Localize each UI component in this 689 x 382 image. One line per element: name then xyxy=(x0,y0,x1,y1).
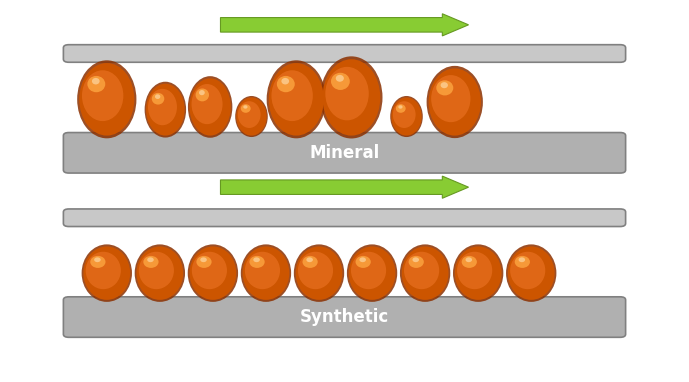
Ellipse shape xyxy=(82,70,123,121)
Ellipse shape xyxy=(243,105,247,108)
Ellipse shape xyxy=(240,244,291,302)
Ellipse shape xyxy=(393,101,415,128)
Ellipse shape xyxy=(90,256,105,268)
Ellipse shape xyxy=(240,104,251,113)
Ellipse shape xyxy=(356,256,371,268)
Ellipse shape xyxy=(325,67,369,120)
Ellipse shape xyxy=(145,82,186,138)
Ellipse shape xyxy=(455,246,502,300)
Ellipse shape xyxy=(349,246,395,300)
Ellipse shape xyxy=(398,105,402,108)
Ellipse shape xyxy=(409,256,424,268)
Ellipse shape xyxy=(402,246,449,300)
Ellipse shape xyxy=(277,76,295,92)
Ellipse shape xyxy=(510,252,545,289)
Ellipse shape xyxy=(83,246,130,300)
Ellipse shape xyxy=(94,257,101,262)
Ellipse shape xyxy=(506,244,557,302)
Ellipse shape xyxy=(85,252,121,289)
Ellipse shape xyxy=(134,244,185,302)
Ellipse shape xyxy=(331,73,350,90)
Ellipse shape xyxy=(200,257,207,262)
Ellipse shape xyxy=(347,244,398,302)
Ellipse shape xyxy=(238,101,260,128)
Ellipse shape xyxy=(245,252,280,289)
Ellipse shape xyxy=(136,246,183,300)
FancyBboxPatch shape xyxy=(63,45,626,62)
Ellipse shape xyxy=(336,75,344,82)
Ellipse shape xyxy=(88,76,105,92)
Ellipse shape xyxy=(413,257,419,262)
Ellipse shape xyxy=(189,246,236,300)
Ellipse shape xyxy=(138,252,174,289)
Ellipse shape xyxy=(188,76,232,138)
FancyArrow shape xyxy=(220,14,469,36)
Ellipse shape xyxy=(431,75,471,122)
FancyBboxPatch shape xyxy=(63,209,626,227)
Text: Synthetic: Synthetic xyxy=(300,308,389,326)
Ellipse shape xyxy=(152,93,164,105)
Ellipse shape xyxy=(440,82,448,88)
Ellipse shape xyxy=(453,244,504,302)
Ellipse shape xyxy=(302,256,318,268)
Ellipse shape xyxy=(462,256,477,268)
Ellipse shape xyxy=(199,90,205,95)
Ellipse shape xyxy=(148,89,177,125)
Ellipse shape xyxy=(466,257,472,262)
Ellipse shape xyxy=(143,256,158,268)
Ellipse shape xyxy=(298,252,333,289)
Ellipse shape xyxy=(519,257,525,262)
Ellipse shape xyxy=(187,244,238,302)
Text: Mineral: Mineral xyxy=(309,144,380,162)
Ellipse shape xyxy=(457,252,492,289)
FancyBboxPatch shape xyxy=(63,297,626,337)
Ellipse shape xyxy=(254,257,260,262)
FancyBboxPatch shape xyxy=(63,133,626,173)
Ellipse shape xyxy=(269,63,324,136)
Ellipse shape xyxy=(189,78,231,136)
Ellipse shape xyxy=(351,252,386,289)
Ellipse shape xyxy=(196,89,209,101)
Ellipse shape xyxy=(79,63,134,136)
Ellipse shape xyxy=(436,80,453,96)
Ellipse shape xyxy=(192,252,227,289)
Ellipse shape xyxy=(147,257,154,262)
Ellipse shape xyxy=(296,246,342,300)
Ellipse shape xyxy=(400,244,451,302)
Ellipse shape xyxy=(391,97,422,136)
Ellipse shape xyxy=(307,257,313,262)
Ellipse shape xyxy=(81,244,132,302)
Ellipse shape xyxy=(426,66,483,138)
Ellipse shape xyxy=(92,78,100,84)
Ellipse shape xyxy=(146,84,185,136)
Ellipse shape xyxy=(320,56,382,139)
Ellipse shape xyxy=(155,94,161,99)
Ellipse shape xyxy=(192,84,223,124)
Ellipse shape xyxy=(294,244,344,302)
Ellipse shape xyxy=(404,252,439,289)
Ellipse shape xyxy=(360,257,366,262)
Ellipse shape xyxy=(236,97,267,136)
Ellipse shape xyxy=(77,60,136,138)
Ellipse shape xyxy=(243,246,289,300)
Ellipse shape xyxy=(508,246,555,300)
Ellipse shape xyxy=(429,68,481,136)
Ellipse shape xyxy=(395,104,406,113)
Ellipse shape xyxy=(267,60,326,138)
Ellipse shape xyxy=(249,256,265,268)
Ellipse shape xyxy=(322,59,380,136)
Ellipse shape xyxy=(281,78,289,84)
Ellipse shape xyxy=(515,256,530,268)
FancyArrow shape xyxy=(220,176,469,198)
Ellipse shape xyxy=(196,256,212,268)
Ellipse shape xyxy=(390,96,423,137)
Ellipse shape xyxy=(235,96,268,137)
Ellipse shape xyxy=(271,70,313,121)
